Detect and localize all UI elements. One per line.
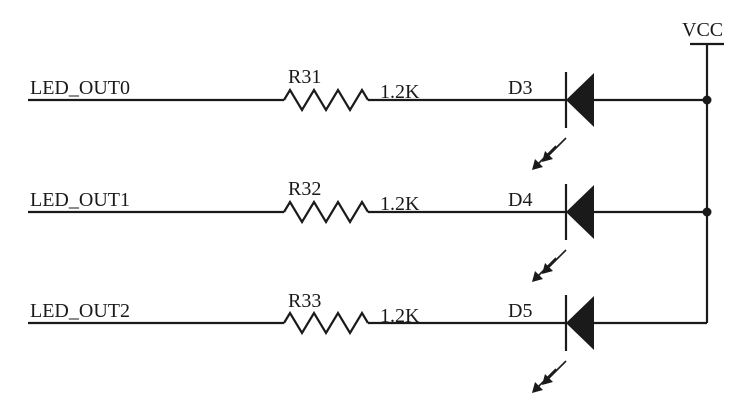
net-label: LED_OUT2 — [30, 300, 130, 322]
vcc-label: VCC — [682, 19, 723, 41]
led-diode-triangle — [566, 185, 594, 239]
light-emission-arrows — [532, 249, 567, 282]
led-diode-triangle — [566, 296, 594, 350]
resistor-ref: R33 — [288, 290, 321, 312]
led-channel-0: LED_OUT0 R31 1.2K D3 — [28, 66, 707, 170]
led-channel-2: LED_OUT2 R33 1.2K D5 — [28, 290, 707, 393]
diode-ref: D3 — [508, 77, 532, 99]
diode-ref: D4 — [508, 189, 532, 211]
resistor-ref: R31 — [288, 66, 321, 88]
resistor-symbol — [283, 87, 369, 113]
resistor-value: 1.2K — [380, 305, 420, 327]
light-emission-arrows — [532, 137, 567, 170]
resistor-symbol — [283, 199, 369, 225]
led-channel-1: LED_OUT1 R32 1.2K D4 — [28, 178, 707, 282]
resistor-symbol — [283, 310, 369, 336]
net-label: LED_OUT0 — [30, 77, 130, 99]
vcc-supply: VCC — [682, 19, 724, 323]
led-diode-triangle — [566, 73, 594, 127]
diode-ref: D5 — [508, 300, 532, 322]
resistor-ref: R32 — [288, 178, 321, 200]
net-label: LED_OUT1 — [30, 189, 130, 211]
light-emission-arrows — [532, 360, 567, 393]
resistor-value: 1.2K — [380, 81, 420, 103]
resistor-value: 1.2K — [380, 193, 420, 215]
